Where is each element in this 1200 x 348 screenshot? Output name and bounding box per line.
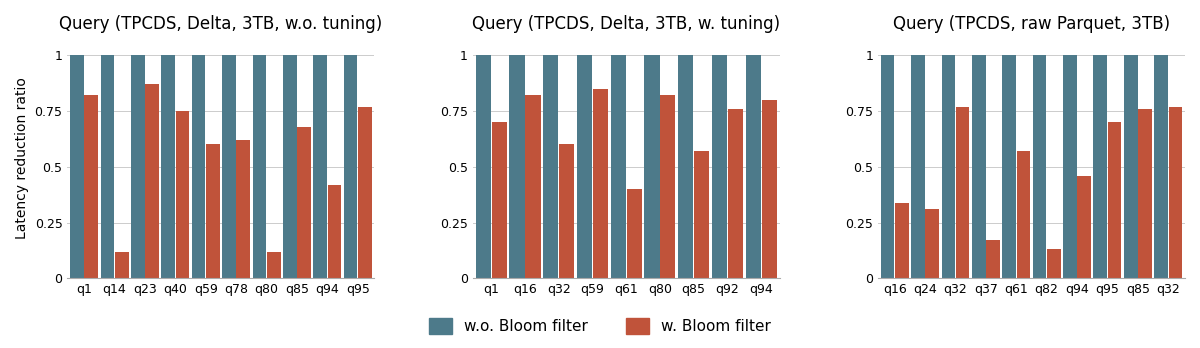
Bar — [298, 127, 311, 278]
Bar — [895, 203, 908, 278]
Bar — [283, 55, 296, 278]
Bar — [161, 55, 175, 278]
Bar — [727, 109, 743, 278]
Bar — [1169, 106, 1182, 278]
Bar — [222, 55, 236, 278]
Bar — [678, 55, 694, 278]
Bar — [1078, 176, 1091, 278]
Bar — [593, 89, 608, 278]
Bar — [1154, 55, 1168, 278]
Bar — [745, 55, 761, 278]
Bar — [986, 240, 1000, 278]
Bar — [925, 209, 940, 278]
Bar — [762, 100, 776, 278]
Bar — [1033, 55, 1046, 278]
Bar — [84, 95, 98, 278]
Legend: w.o. Bloom filter, w. Bloom filter: w.o. Bloom filter, w. Bloom filter — [422, 312, 778, 340]
Bar — [206, 144, 220, 278]
Title: Query (TPCDS, Delta, 3TB, w. tuning): Query (TPCDS, Delta, 3TB, w. tuning) — [472, 15, 780, 33]
Bar — [115, 252, 128, 278]
Bar — [131, 55, 145, 278]
Bar — [313, 55, 328, 278]
Bar — [911, 55, 925, 278]
Bar — [972, 55, 985, 278]
Bar — [1046, 250, 1061, 278]
Bar — [712, 55, 727, 278]
Bar — [328, 185, 341, 278]
Bar — [358, 106, 372, 278]
Bar — [343, 55, 358, 278]
Bar — [644, 55, 660, 278]
Bar — [175, 111, 190, 278]
Bar — [660, 95, 676, 278]
Title: Query (TPCDS, raw Parquet, 3TB): Query (TPCDS, raw Parquet, 3TB) — [893, 15, 1170, 33]
Bar — [955, 106, 970, 278]
Bar — [1138, 109, 1152, 278]
Bar — [942, 55, 955, 278]
Bar — [266, 252, 281, 278]
Bar — [1093, 55, 1108, 278]
Bar — [626, 189, 642, 278]
Bar — [475, 55, 491, 278]
Bar — [252, 55, 266, 278]
Bar — [577, 55, 592, 278]
Bar — [1063, 55, 1076, 278]
Bar — [611, 55, 626, 278]
Bar — [544, 55, 558, 278]
Bar — [510, 55, 524, 278]
Bar — [1108, 122, 1122, 278]
Bar — [101, 55, 114, 278]
Bar — [1124, 55, 1138, 278]
Y-axis label: Latency reduction ratio: Latency reduction ratio — [14, 77, 29, 239]
Bar — [526, 95, 540, 278]
Bar — [192, 55, 205, 278]
Bar — [694, 151, 709, 278]
Bar — [145, 84, 158, 278]
Bar — [559, 144, 575, 278]
Bar — [881, 55, 894, 278]
Bar — [236, 140, 250, 278]
Bar — [1002, 55, 1016, 278]
Bar — [1016, 151, 1031, 278]
Bar — [492, 122, 506, 278]
Bar — [70, 55, 84, 278]
Title: Query (TPCDS, Delta, 3TB, w.o. tuning): Query (TPCDS, Delta, 3TB, w.o. tuning) — [59, 15, 383, 33]
